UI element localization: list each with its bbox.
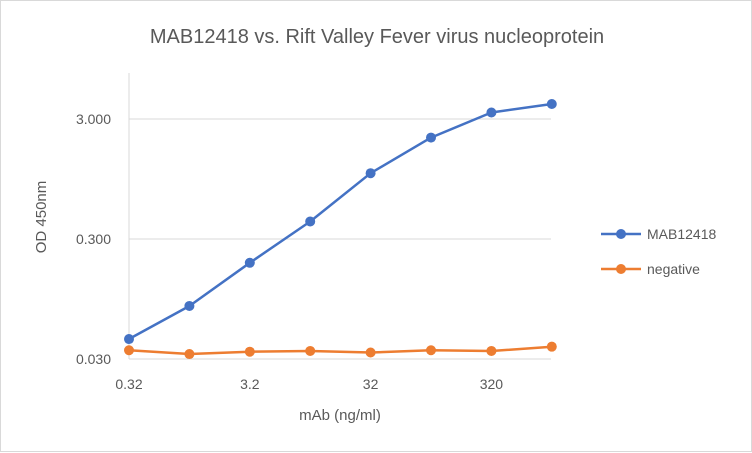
data-point-mab12418 bbox=[365, 168, 376, 179]
legend-marker-negative bbox=[616, 264, 626, 274]
data-point-negative bbox=[426, 345, 436, 356]
data-point-mab12418 bbox=[244, 257, 255, 268]
data-point-negative bbox=[546, 341, 557, 352]
x-tick-label: 3.2 bbox=[240, 376, 260, 392]
x-tick-label: 0.32 bbox=[115, 376, 142, 392]
x-tick-label: 320 bbox=[480, 376, 504, 392]
data-point-negative bbox=[124, 345, 134, 356]
series-line-mab12418 bbox=[127, 102, 554, 341]
series-line-negative bbox=[127, 345, 554, 356]
data-point-negative bbox=[184, 349, 195, 360]
y-tick-label: 0.030 bbox=[76, 351, 111, 367]
data-point-mab12418 bbox=[305, 216, 316, 227]
legend: MAB12418 negative bbox=[601, 226, 716, 277]
data-point-negative bbox=[365, 347, 376, 358]
data-point-mab12418 bbox=[486, 107, 497, 118]
data-point-negative bbox=[244, 346, 255, 357]
y-tick-label: 0.300 bbox=[76, 231, 111, 247]
data-point-mab12418 bbox=[546, 99, 557, 110]
x-axis-title: mAb (ng/ml) bbox=[299, 407, 381, 424]
legend-label-negative: negative bbox=[647, 261, 700, 277]
x-tick-labels: 0.32 3.2 32 320 bbox=[115, 376, 503, 392]
y-tick-label: 3.000 bbox=[76, 111, 111, 127]
data-point-mab12418 bbox=[184, 300, 195, 311]
data-point-negative bbox=[486, 345, 497, 356]
data-point-mab12418 bbox=[124, 334, 134, 345]
chart-title: MAB12418 vs. Rift Valley Fever virus nuc… bbox=[150, 26, 604, 48]
gridlines bbox=[129, 118, 551, 240]
y-axis-title: OD 450nm bbox=[33, 181, 50, 254]
data-point-mab12418 bbox=[426, 132, 436, 143]
x-tick-label: 32 bbox=[363, 376, 379, 392]
legend-label-mab12418: MAB12418 bbox=[647, 226, 716, 242]
data-point-negative bbox=[305, 345, 316, 356]
series-layer bbox=[124, 99, 557, 360]
legend-marker-mab12418 bbox=[616, 229, 626, 239]
y-tick-labels: 0.030 0.300 3.000 bbox=[76, 111, 111, 367]
